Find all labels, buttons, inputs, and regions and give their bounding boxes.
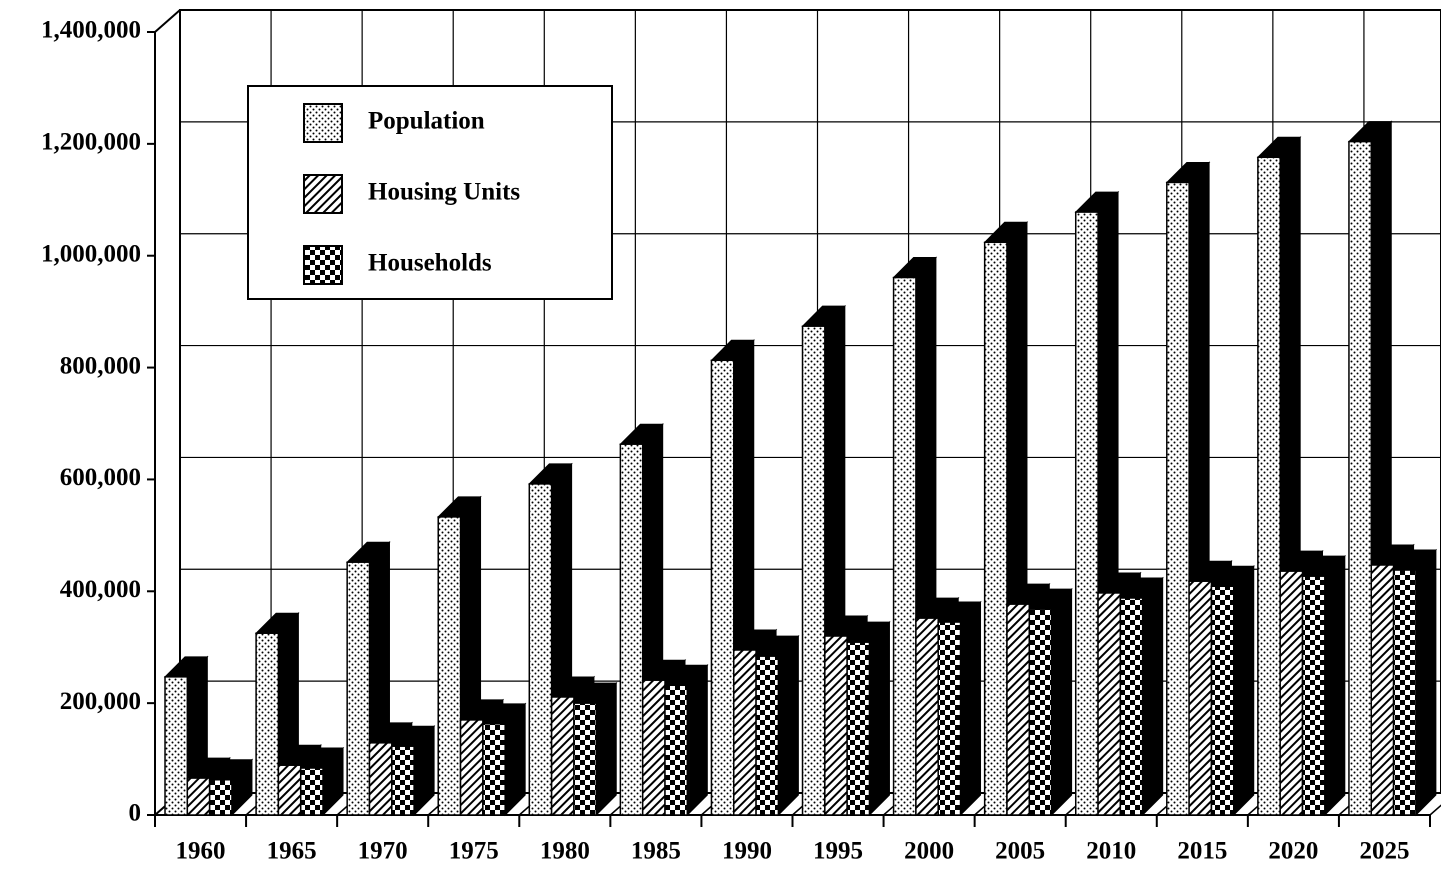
- bar-front: [1348, 140, 1373, 816]
- x-tick-label: 1960: [176, 838, 226, 865]
- bar-front: [983, 241, 1008, 816]
- bar: [390, 725, 436, 817]
- bar: [754, 634, 800, 817]
- x-tick-label: 2000: [904, 838, 954, 865]
- bar: [572, 681, 618, 817]
- x-tick-label: 1975: [449, 838, 499, 865]
- bar-front: [573, 702, 597, 816]
- bar-side: [1142, 576, 1164, 817]
- y-tick-label: 200,000: [60, 688, 141, 715]
- bar-front: [733, 649, 757, 816]
- y-tick-label: 600,000: [60, 464, 141, 491]
- y-tick-label: 1,200,000: [41, 129, 141, 156]
- bar-front: [299, 767, 324, 816]
- bar: [1301, 554, 1347, 817]
- bar-front: [277, 764, 302, 816]
- bar-front: [391, 745, 415, 816]
- bar-front: [755, 655, 780, 816]
- bar-front: [164, 676, 189, 816]
- bar-front: [1392, 569, 1417, 816]
- x-tick-label: 2015: [1177, 838, 1227, 865]
- x-tick-label: 2010: [1086, 838, 1136, 865]
- bar-front: [1028, 608, 1053, 816]
- legend-label: Housing Units: [368, 179, 520, 206]
- y-tick-label: 1,000,000: [41, 240, 141, 267]
- bar-front: [1006, 603, 1031, 816]
- bar-front: [824, 635, 848, 816]
- bar-front: [846, 641, 871, 816]
- bar: [1210, 565, 1255, 817]
- legend-swatch: [303, 174, 343, 214]
- bar-side: [1051, 587, 1073, 817]
- x-tick-label: 1995: [813, 838, 863, 865]
- bar-front: [915, 617, 939, 816]
- bar-front: [1074, 211, 1099, 816]
- x-tick-label: 2025: [1359, 838, 1409, 865]
- bar-front: [1257, 156, 1281, 816]
- floor-line: [1429, 804, 1441, 816]
- bar-side: [777, 634, 799, 817]
- bar-front: [937, 621, 962, 816]
- bar-front: [528, 483, 553, 816]
- bar-front: [641, 679, 666, 816]
- x-tick-label: 1965: [267, 838, 317, 865]
- bar-front: [664, 684, 689, 816]
- bar: [208, 758, 254, 817]
- bar-front: [710, 359, 735, 816]
- x-tick-label: 1985: [631, 838, 681, 865]
- bar-front: [550, 696, 575, 816]
- bar: [1119, 576, 1164, 817]
- bar: [845, 620, 891, 817]
- bar-front: [437, 516, 462, 816]
- bar: [801, 304, 847, 817]
- bar: [299, 746, 345, 817]
- bar-front: [1188, 580, 1213, 816]
- bar-front: [892, 276, 917, 816]
- bar: [1256, 136, 1302, 817]
- bar-front: [619, 443, 644, 816]
- bar-front: [1210, 585, 1235, 816]
- legend-label: Population: [368, 108, 485, 135]
- bar-front: [482, 723, 506, 816]
- legend-label: Households: [368, 250, 492, 277]
- y-tick-label: 800,000: [60, 352, 141, 379]
- bar-side: [595, 681, 617, 817]
- bar-front: [459, 719, 484, 816]
- bar-front: [1301, 575, 1326, 816]
- bar: [663, 664, 709, 817]
- y-axis-edge: [154, 9, 181, 33]
- bar-front: [208, 779, 233, 816]
- bar-side: [868, 620, 890, 817]
- bar-front: [1279, 570, 1304, 816]
- bar-front: [1119, 597, 1144, 816]
- x-tick-label: 2005: [995, 838, 1045, 865]
- legend-swatch: [303, 103, 343, 143]
- bar-side: [686, 664, 708, 817]
- bar-front: [255, 632, 280, 816]
- y-tick-label: 400,000: [60, 576, 141, 603]
- bar-front: [1097, 592, 1122, 816]
- y-tick-label: 0: [129, 800, 142, 827]
- legend-swatch: [303, 245, 343, 285]
- bar-front: [186, 777, 211, 816]
- x-tick-label: 1970: [358, 838, 408, 865]
- x-tick-label: 2020: [1268, 838, 1318, 865]
- bar: [937, 600, 982, 817]
- y-tick-label: 1,400,000: [41, 17, 141, 44]
- bar-front: [1370, 564, 1395, 816]
- bar: [481, 702, 527, 817]
- bar-side: [1324, 554, 1346, 817]
- bar-front: [346, 561, 371, 816]
- bar-side: [1415, 548, 1437, 817]
- x-tick-label: 1980: [540, 838, 590, 865]
- bar-front: [368, 742, 393, 816]
- bar-front: [1166, 181, 1190, 816]
- bar-side: [1233, 565, 1255, 817]
- bar-side: [960, 600, 982, 817]
- x-tick-label: 1990: [722, 838, 772, 865]
- bar: [1028, 587, 1073, 817]
- bar-front: [801, 325, 826, 816]
- bar: [1392, 548, 1438, 817]
